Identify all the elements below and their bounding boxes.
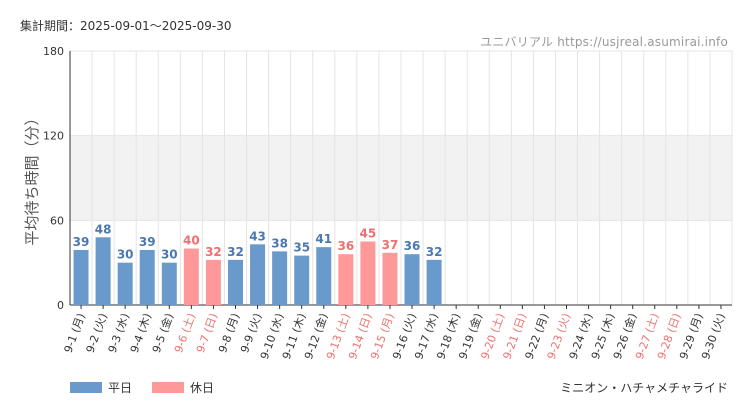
bar [426, 259, 442, 305]
bar [360, 241, 376, 305]
bar [73, 249, 89, 305]
y-tick-label: 0 [57, 299, 64, 312]
bar-value-label: 36 [337, 239, 354, 253]
bar [161, 262, 177, 305]
y-tick-label: 120 [43, 130, 64, 143]
bar-value-label: 39 [139, 235, 156, 249]
bar [95, 237, 111, 305]
bar [272, 251, 288, 305]
bar [117, 262, 133, 305]
period-prefix: 集計期間： [20, 19, 81, 33]
y-axis-title: 平均待ち時間（分） [23, 110, 41, 245]
bar-value-label: 43 [249, 229, 266, 243]
period-label: 集計期間：2025-09-01～2025-09-30 [20, 17, 232, 34]
period-range: 2025-09-01～2025-09-30 [80, 19, 232, 33]
bar-value-label: 35 [293, 241, 310, 255]
bar [250, 244, 266, 305]
bar [338, 254, 354, 305]
legend-holiday-label: 休日 [190, 381, 215, 395]
legend-holiday: 休日 [152, 379, 214, 396]
bar-value-label: 41 [315, 232, 332, 246]
bar-value-label: 30 [161, 248, 178, 262]
bar [205, 259, 221, 305]
bar [228, 259, 243, 305]
bar-value-label: 40 [183, 234, 200, 248]
y-tick-label: 60 [50, 214, 64, 227]
bar [382, 252, 398, 305]
legend: 平日 休日 [70, 379, 234, 396]
bar-value-label: 30 [117, 248, 134, 262]
legend-holiday-swatch [152, 382, 185, 393]
bar-value-label: 32 [227, 245, 244, 259]
attraction-name: ミニオン・ハチャメチャライド [560, 381, 728, 395]
bar-value-label: 36 [404, 239, 421, 253]
bar-value-label: 37 [382, 238, 399, 252]
bar [139, 249, 155, 305]
legend-weekday: 平日 [70, 379, 132, 396]
bar [294, 255, 310, 305]
bar [404, 254, 420, 305]
legend-weekday-label: 平日 [108, 381, 133, 395]
bar-value-label: 39 [73, 235, 90, 249]
bar [183, 248, 199, 305]
source-credit: ユニバリアル https://usjreal.asumirai.info [480, 35, 728, 49]
bar-value-label: 45 [360, 227, 377, 241]
y-tick-label: 180 [43, 45, 64, 58]
bar-value-label: 48 [95, 222, 112, 236]
legend-weekday-swatch [70, 382, 102, 393]
bar-value-label: 32 [205, 245, 222, 259]
bar [316, 247, 332, 305]
bar-value-label: 38 [271, 236, 288, 250]
bar-value-label: 32 [426, 245, 443, 259]
